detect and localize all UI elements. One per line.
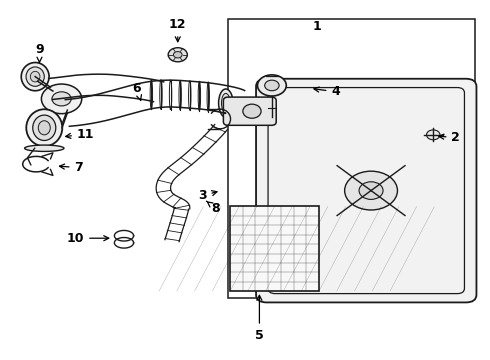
- Ellipse shape: [243, 104, 261, 118]
- Circle shape: [52, 92, 71, 106]
- Circle shape: [426, 130, 440, 140]
- Ellipse shape: [219, 89, 233, 117]
- Circle shape: [41, 84, 82, 114]
- Text: 6: 6: [133, 82, 142, 100]
- FancyBboxPatch shape: [223, 97, 276, 125]
- Text: 7: 7: [59, 161, 83, 174]
- Text: 10: 10: [67, 232, 109, 245]
- Text: 11: 11: [66, 128, 95, 141]
- Text: 1: 1: [312, 20, 321, 33]
- Circle shape: [173, 51, 182, 58]
- Text: 3: 3: [198, 189, 217, 202]
- Circle shape: [168, 48, 187, 62]
- Ellipse shape: [26, 67, 44, 86]
- Ellipse shape: [24, 145, 64, 152]
- Bar: [228, 19, 475, 298]
- Ellipse shape: [30, 71, 40, 82]
- Circle shape: [344, 171, 397, 210]
- Circle shape: [265, 80, 279, 91]
- Text: 9: 9: [35, 43, 44, 62]
- Circle shape: [257, 75, 286, 96]
- Text: 12: 12: [169, 18, 187, 42]
- Circle shape: [359, 182, 383, 199]
- Ellipse shape: [33, 115, 56, 140]
- Ellipse shape: [26, 109, 62, 146]
- Bar: [230, 207, 319, 291]
- Ellipse shape: [221, 93, 230, 113]
- Text: 2: 2: [439, 131, 460, 144]
- Text: 4: 4: [314, 85, 340, 98]
- Ellipse shape: [38, 121, 50, 135]
- Ellipse shape: [21, 63, 49, 91]
- Text: 5: 5: [255, 295, 264, 342]
- FancyBboxPatch shape: [256, 79, 476, 302]
- Text: 8: 8: [206, 201, 220, 215]
